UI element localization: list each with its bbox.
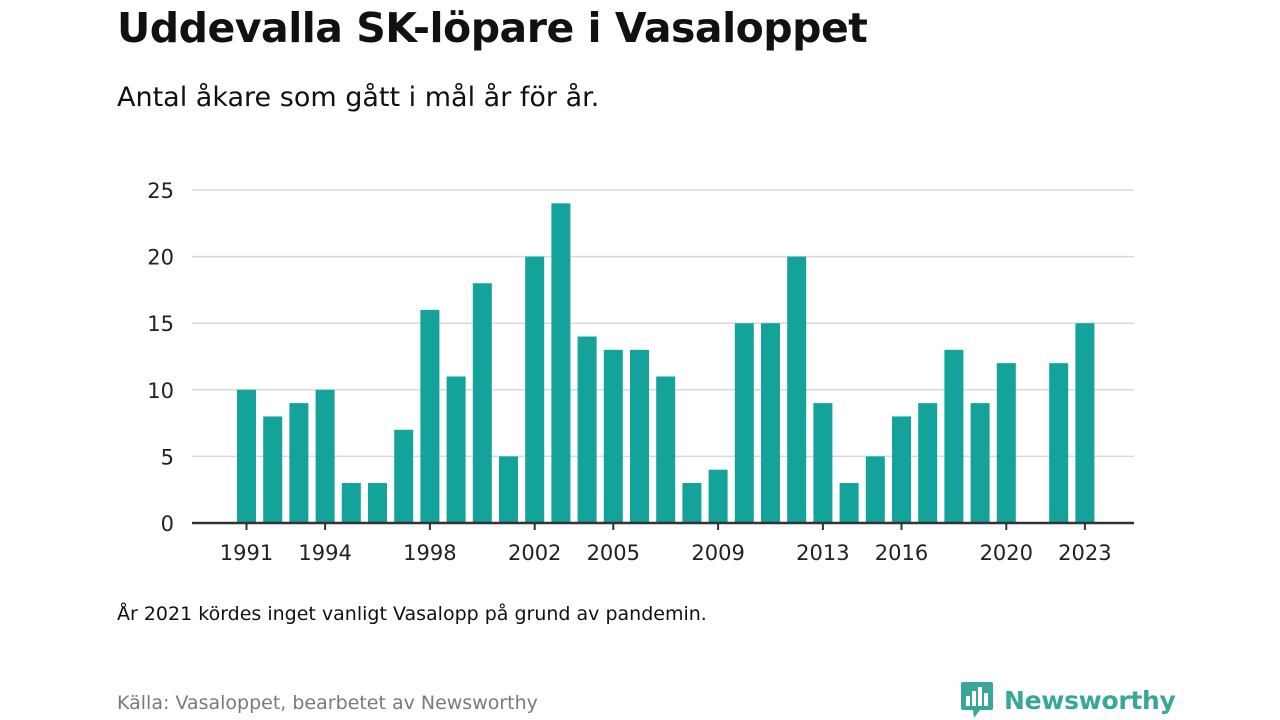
bar-2006 — [630, 349, 649, 523]
y-tick-label: 0 — [161, 512, 174, 536]
bar-2002 — [525, 256, 545, 523]
x-tick-label: 2002 — [508, 541, 561, 565]
source-text: Källa: Vasaloppet, bearbetet av Newswort… — [117, 692, 538, 714]
x-tick-label: 2009 — [691, 541, 744, 565]
bar-2003 — [551, 203, 571, 523]
bar-1991 — [237, 389, 256, 523]
bar-2012 — [787, 256, 807, 523]
brand-name: Newsworthy — [1004, 685, 1176, 715]
chart-subtitle: Antal åkare som gått i mål år för år. — [117, 82, 600, 113]
x-tick-label: 1998 — [403, 541, 456, 565]
bars — [237, 203, 1095, 523]
x-tick-label: 2005 — [587, 541, 640, 565]
bar-1993 — [289, 403, 309, 523]
bar-1999 — [446, 376, 466, 523]
x-tick-label: 1994 — [298, 541, 351, 565]
axes: 0 5 10 15 20 25 1991 1994 1998 2002 2005 2009 2013 20… — [147, 179, 1134, 565]
bar-1992 — [263, 416, 283, 523]
bar-2019 — [970, 403, 990, 523]
bar-1994 — [315, 389, 335, 523]
bar-2009 — [708, 469, 728, 523]
x-tick-label: 2020 — [980, 541, 1033, 565]
bar-2011 — [761, 323, 780, 523]
bar-1995 — [341, 483, 361, 523]
newsworthy-logo-icon — [961, 682, 993, 718]
bar-2013 — [813, 403, 833, 523]
x-tick-label: 2023 — [1058, 541, 1111, 565]
y-tick-label: 10 — [147, 379, 174, 403]
bar-2022 — [1049, 363, 1069, 523]
y-tick-label: 20 — [147, 246, 174, 270]
y-tick-label: 25 — [147, 179, 174, 203]
bar-2023 — [1075, 323, 1095, 523]
bar-2016 — [892, 416, 911, 523]
bar-2014 — [839, 483, 859, 523]
bar-2017 — [918, 403, 938, 523]
bar-2001 — [499, 456, 518, 523]
y-tick-label: 5 — [161, 445, 174, 469]
bar-2000 — [472, 283, 492, 523]
chart-title: Uddevalla SK-löpare i Vasaloppet — [117, 4, 868, 52]
brand-logo: Newsworthy — [960, 680, 1176, 720]
x-tick-label: 2016 — [875, 541, 928, 565]
x-tick-label: 2013 — [796, 541, 849, 565]
bar-1996 — [368, 483, 387, 523]
bar-2007 — [656, 376, 676, 523]
bar-2018 — [944, 349, 964, 523]
bar-2010 — [734, 323, 754, 523]
bar-2008 — [682, 483, 702, 523]
chart-note: År 2021 kördes inget vanligt Vasalopp på… — [117, 603, 707, 625]
bar-2004 — [577, 336, 597, 523]
bar-1997 — [394, 429, 414, 523]
bar-2005 — [603, 349, 623, 523]
bar-1998 — [420, 309, 440, 523]
y-tick-label: 15 — [147, 312, 174, 336]
bar-2020 — [996, 363, 1016, 523]
x-tick-label: 1991 — [220, 541, 273, 565]
bar-chart: 0 5 10 15 20 25 1991 1994 1998 2002 2005 2009 2013 20… — [147, 179, 1134, 565]
bar-2015 — [865, 456, 885, 523]
